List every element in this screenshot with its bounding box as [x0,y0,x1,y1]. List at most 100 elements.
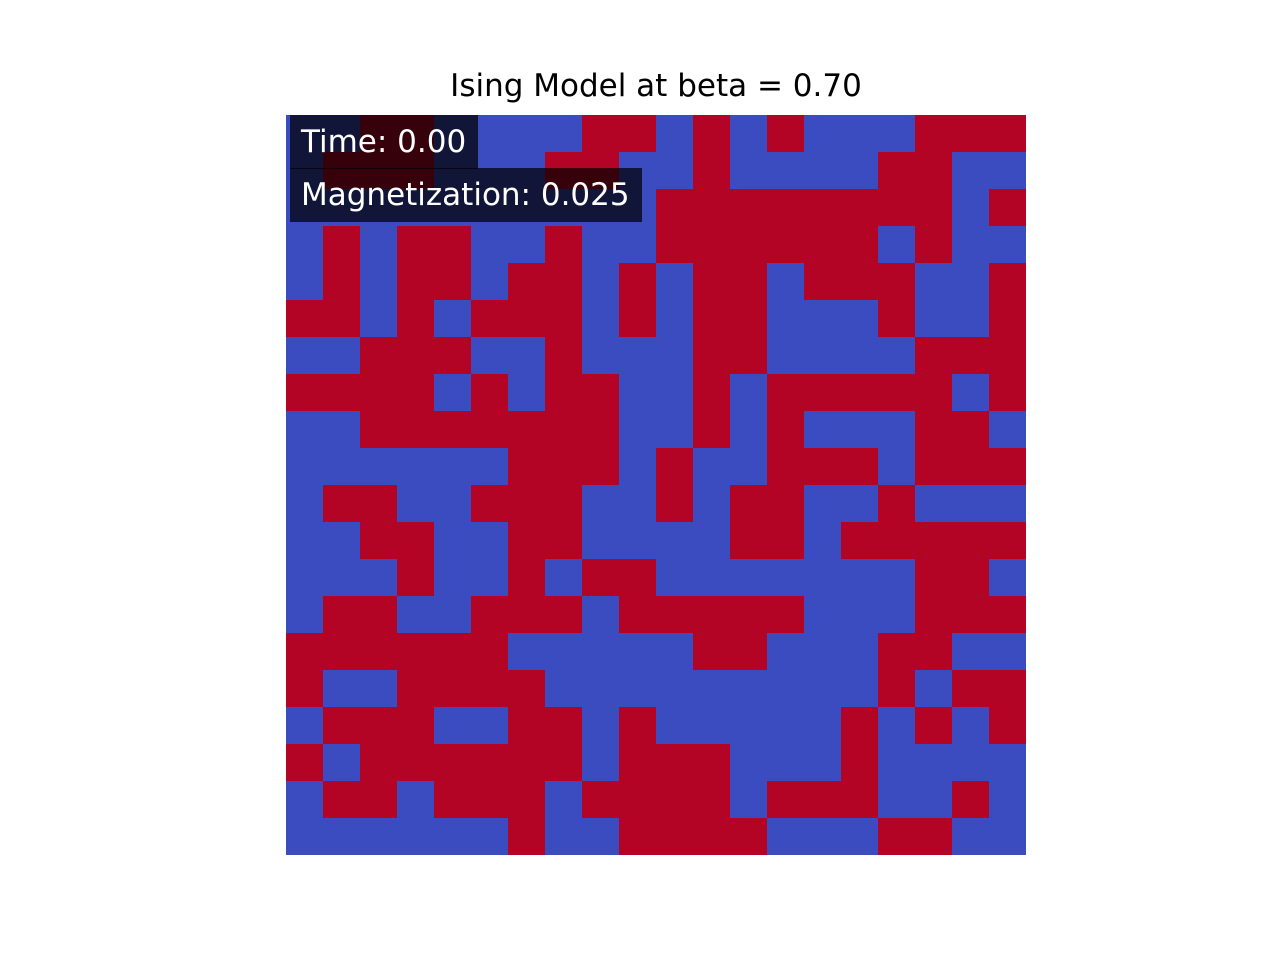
spin-cell-down [878,226,916,264]
spin-cell-up [397,744,435,782]
spin-cell-up [508,818,546,855]
spin-cell-down [286,781,324,819]
spin-cell-down [693,670,731,708]
spin-cell-up [952,522,990,560]
spin-cell-up [915,448,953,486]
spin-cell-down [989,744,1026,782]
spin-cell-up [841,707,879,745]
spin-cell-up [360,596,398,634]
spin-cell-down [804,411,842,449]
spin-cell-down [434,596,472,634]
spin-cell-up [286,300,324,338]
spin-cell-down [693,522,731,560]
spin-cell-down [952,189,990,227]
spin-cell-up [434,411,472,449]
spin-cell-up [656,781,694,819]
spin-cell-up [730,263,768,301]
spin-cell-up [656,744,694,782]
spin-cell-down [323,744,361,782]
spin-cell-up [878,633,916,671]
spin-cell-down [952,226,990,264]
spin-cell-down [434,818,472,855]
spin-cell-down [360,670,398,708]
spin-cell-up [767,781,805,819]
spin-cell-down [989,633,1026,671]
spin-cell-up [323,263,361,301]
spin-cell-up [952,559,990,597]
spin-cell-down [693,707,731,745]
spin-cell-down [841,485,879,523]
spin-cell-down [656,115,694,153]
spin-cell-up [878,300,916,338]
spin-cell-up [915,337,953,375]
spin-cell-down [989,781,1026,819]
spin-cell-up [915,115,953,153]
spin-cell-up [323,485,361,523]
spin-cell-up [878,670,916,708]
spin-cell-down [286,485,324,523]
spin-cell-up [508,781,546,819]
spin-cell-up [619,559,657,597]
spin-cell-up [508,300,546,338]
spin-cell-up [471,485,509,523]
spin-cell-up [767,448,805,486]
spin-cell-down [397,596,435,634]
spin-cell-up [841,744,879,782]
spin-cell-down [323,818,361,855]
spin-cell-down [656,337,694,375]
spin-cell-up [471,670,509,708]
spin-cell-up [952,781,990,819]
spin-cell-up [508,411,546,449]
spin-cell-up [471,374,509,412]
spin-cell-up [619,115,657,153]
spin-cell-down [989,411,1026,449]
spin-cell-up [989,596,1026,634]
spin-cell-down [286,411,324,449]
spin-cell-down [767,300,805,338]
spin-cell-down [804,670,842,708]
spin-cell-down [730,559,768,597]
spin-cell-up [915,559,953,597]
spin-cell-up [915,152,953,190]
spin-cell-up [878,189,916,227]
spin-cell-up [323,633,361,671]
spin-cell-down [471,559,509,597]
spin-cell-up [915,596,953,634]
spin-cell-down [952,818,990,855]
spin-cell-down [582,226,620,264]
spin-cell-down [804,337,842,375]
spin-cell-up [323,596,361,634]
spin-cell-up [730,226,768,264]
spin-cell-up [767,374,805,412]
spin-cell-up [841,263,879,301]
spin-cell-down [656,263,694,301]
spin-cell-down [656,300,694,338]
spin-cell-down [841,633,879,671]
spin-cell-up [767,189,805,227]
spin-cell-down [693,485,731,523]
spin-cell-down [767,670,805,708]
spin-cell-up [915,189,953,227]
spin-cell-down [323,522,361,560]
spin-cell-up [397,707,435,745]
spin-cell-up [323,300,361,338]
spin-cell-down [545,115,583,153]
spin-cell-up [508,744,546,782]
spin-cell-down [767,707,805,745]
spin-cell-down [619,374,657,412]
spin-cell-down [656,707,694,745]
spin-cell-up [730,633,768,671]
spin-cell-down [286,226,324,264]
spin-cell-down [360,818,398,855]
spin-cell-up [767,115,805,153]
spin-cell-up [471,300,509,338]
spin-cell-down [952,300,990,338]
spin-cell-up [915,226,953,264]
spin-cell-down [286,448,324,486]
spin-cell-up [619,596,657,634]
spin-cell-down [286,596,324,634]
spin-cell-down [730,374,768,412]
spin-cell-up [730,300,768,338]
spin-cell-up [360,781,398,819]
spin-cell-up [841,448,879,486]
